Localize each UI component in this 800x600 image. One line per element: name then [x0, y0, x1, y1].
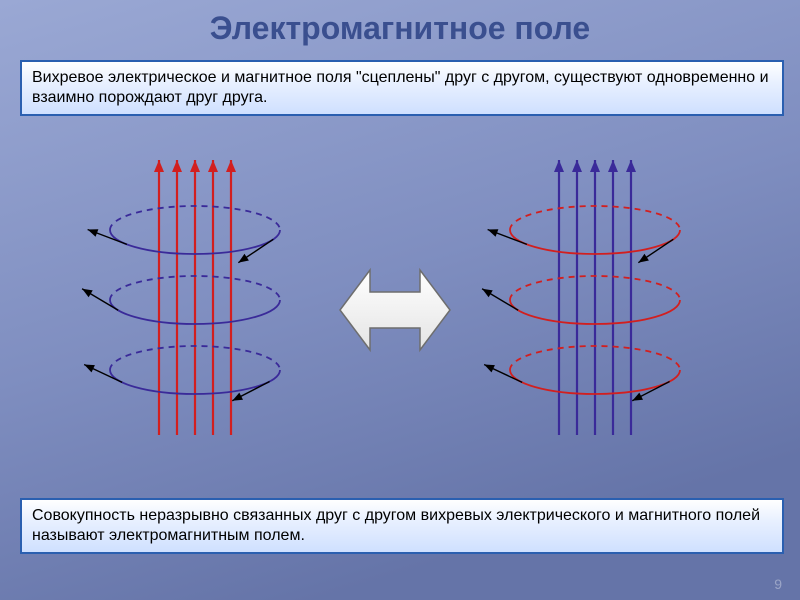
caption-bottom: Совокупность неразрывно связанных друг с…: [20, 498, 784, 554]
slide: Электромагнитное поле Вихревое электриче…: [0, 0, 800, 600]
page-number: 9: [774, 576, 782, 592]
em-field-diagram: [0, 130, 800, 490]
caption-top: Вихревое электрическое и магнитное поля …: [20, 60, 784, 116]
double-arrow-icon: [340, 270, 450, 350]
page-title: Электромагнитное поле: [0, 10, 800, 47]
